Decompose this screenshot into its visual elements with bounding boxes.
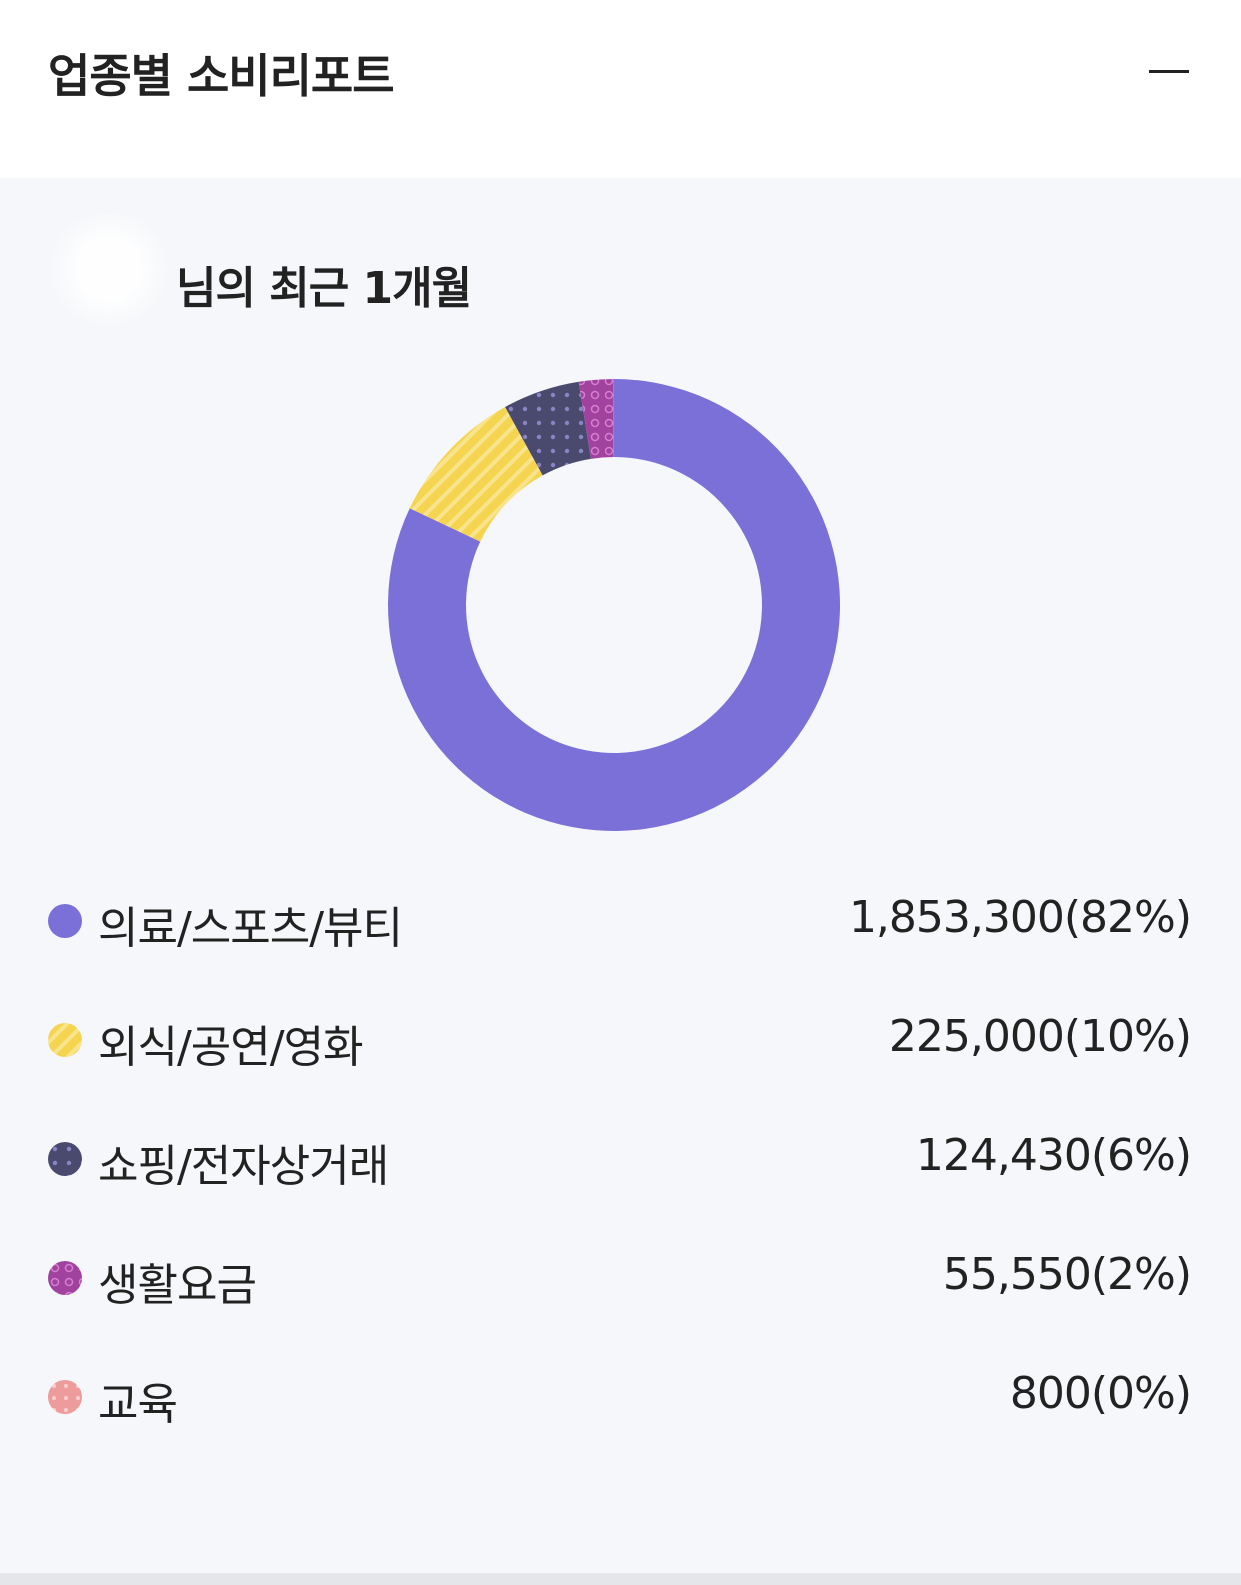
report-title: 업종별 소비리포트 (48, 49, 395, 103)
legend-value: 225,000(10%) (888, 1011, 1192, 1062)
legend-value: 800(0%) (1009, 1368, 1192, 1419)
donut-slice-0 (388, 379, 841, 831)
legend-swatch-icon (48, 1142, 82, 1176)
minus-icon (1149, 70, 1189, 73)
donut-slice-2 (505, 381, 591, 476)
legend-swatch-icon (48, 1261, 82, 1295)
legend-label: 의료/스포츠/뷰티 (98, 903, 403, 954)
legend-swatch-icon (48, 1023, 82, 1057)
legend-swatch-icon (48, 904, 82, 938)
legend-label: 쇼핑/전자상거래 (98, 1141, 389, 1192)
legend-value: 124,430(6%) (915, 1130, 1192, 1181)
donut-slice-4 (613, 379, 614, 458)
donut-chart (388, 379, 841, 831)
legend-item: 외식/공연/영화 225,000(10%) (48, 999, 1192, 1118)
divider (0, 1573, 1241, 1585)
user-name-blurred (44, 214, 174, 324)
legend-label: 교육 (98, 1379, 178, 1430)
donut-slice-3 (578, 379, 614, 459)
legend-value: 1,853,300(82%) (848, 892, 1192, 943)
chart-legend: 의료/스포츠/뷰티 1,853,300(82%) 외식/공연/영화 225,000(1… (48, 880, 1192, 1475)
report-header: 업종별 소비리포트 (0, 0, 1241, 178)
legend-item: 생활요금 55,550(2%) (48, 1237, 1192, 1356)
legend-swatch-icon (48, 1380, 82, 1414)
donut-slice-1 (409, 406, 543, 542)
legend-item: 의료/스포츠/뷰티 1,853,300(82%) (48, 880, 1192, 999)
legend-value: 55,550(2%) (942, 1249, 1192, 1300)
legend-label: 생활요금 (98, 1260, 257, 1311)
legend-label: 외식/공연/영화 (98, 1022, 364, 1073)
collapse-button[interactable] (1149, 52, 1189, 92)
legend-item: 쇼핑/전자상거래 124,430(6%) (48, 1118, 1192, 1237)
period-subtitle: 님의 최근 1개월 (176, 263, 472, 314)
legend-item: 교육 800(0%) (48, 1356, 1192, 1475)
